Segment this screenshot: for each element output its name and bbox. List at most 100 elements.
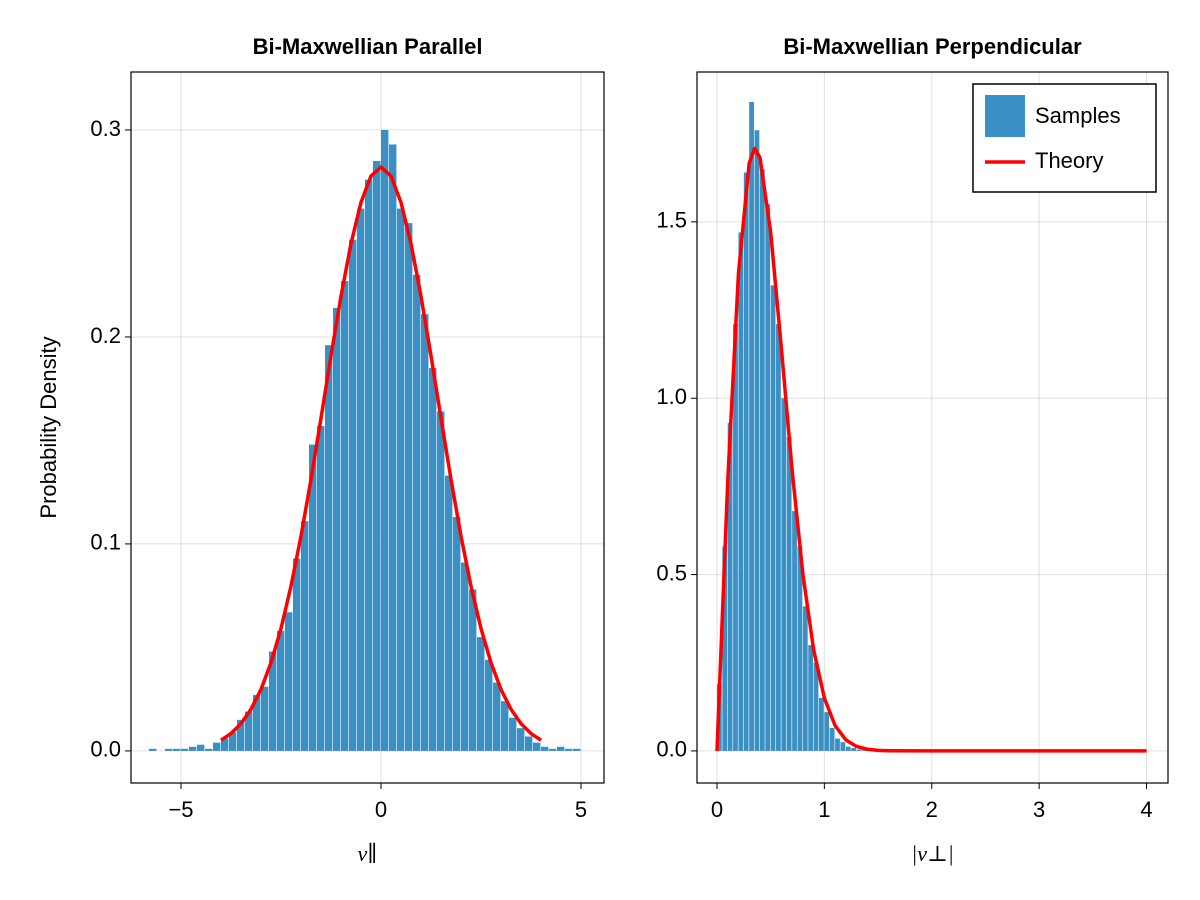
histogram-bar (469, 589, 477, 751)
histogram-bar (277, 630, 285, 751)
histogram-bar (856, 749, 862, 751)
x-axis-label: v∥ (358, 841, 378, 866)
histogram-bar (781, 398, 787, 751)
histogram-bar (453, 517, 461, 751)
histogram-bar (397, 208, 405, 751)
histogram-bar (557, 746, 565, 751)
histogram-bar (301, 521, 309, 751)
histogram-bar (445, 475, 453, 751)
histogram-bar (565, 748, 573, 751)
panel-title: Bi-Maxwellian Parallel (253, 34, 483, 59)
histogram-bar (389, 144, 397, 751)
histogram-bar (533, 742, 541, 751)
histogram-bar (261, 686, 269, 751)
x-tick-label: 1 (818, 797, 830, 822)
histogram-bar (573, 748, 581, 751)
histogram-bar (293, 558, 301, 751)
histogram-bar (759, 168, 765, 751)
histogram-bar (149, 748, 157, 751)
y-axis-label: Probability Density (36, 336, 61, 518)
histogram-bar (373, 161, 381, 751)
histogram-bar (229, 732, 237, 751)
histogram-bar (808, 645, 814, 751)
histogram-bar (770, 285, 776, 751)
legend-swatch (985, 95, 1025, 137)
histogram-bar (245, 711, 253, 751)
theory-line (715, 146, 1147, 753)
plot-frame (696, 71, 1169, 784)
histogram-bar (485, 659, 493, 751)
histogram-bar (333, 307, 341, 751)
histogram-bar (349, 239, 357, 751)
x-tick-label: 3 (1033, 797, 1045, 822)
x-tick-label: 0 (375, 797, 387, 822)
theory-line (220, 165, 542, 742)
histogram-bar (213, 742, 221, 751)
histogram-bar (501, 701, 509, 751)
histogram-bar (727, 422, 733, 751)
y-tick-label: 0.5 (656, 560, 687, 585)
histogram-bar (722, 546, 728, 751)
histogram-bar (840, 742, 846, 751)
histogram-bar (269, 651, 277, 751)
legend-label: Samples (1035, 103, 1121, 128)
histogram-bar (365, 179, 373, 751)
histogram-bar (824, 712, 830, 751)
histogram-bar (776, 324, 781, 751)
histogram-bar (743, 172, 749, 751)
histogram-bar (341, 281, 349, 751)
histogram-bar (325, 345, 333, 751)
panel-title: Bi-Maxwellian Perpendicular (783, 34, 1082, 59)
histogram-bar (421, 314, 429, 751)
histogram-bar (786, 437, 792, 751)
histogram-bar (792, 511, 797, 751)
y-tick-label: 0.3 (90, 116, 121, 141)
histogram-bar (525, 736, 533, 751)
histogram-bar (813, 662, 819, 751)
histogram-bar (754, 130, 760, 751)
histogram-bar (749, 101, 754, 751)
histogram-bar (549, 748, 557, 751)
histogram-bar (181, 748, 189, 751)
histogram-bar (818, 698, 824, 751)
histogram-bar (317, 425, 325, 751)
histogram-bar (237, 719, 245, 751)
x-tick-label: 5 (575, 797, 587, 822)
histogram-bar (173, 748, 181, 751)
y-tick-label: 1.0 (656, 384, 687, 409)
histogram-bar (797, 546, 803, 751)
histogram-bar (829, 727, 835, 751)
x-tick-label: 0 (711, 797, 723, 822)
legend-label: Theory (1035, 148, 1103, 173)
histogram-bar (733, 324, 738, 751)
plot-frame (130, 71, 605, 784)
histogram-bar (509, 717, 517, 751)
x-axis-label: |v⊥| (911, 841, 954, 866)
histogram-bar (357, 208, 365, 751)
histogram-bar (845, 746, 851, 751)
x-tick-label: 2 (926, 797, 938, 822)
histogram-bar (413, 274, 421, 751)
y-tick-label: 0.1 (90, 530, 121, 555)
histogram-bar (405, 223, 413, 751)
histogram-bar (381, 129, 389, 751)
histogram-bar (461, 562, 469, 751)
histogram-bar (197, 744, 205, 751)
y-tick-label: 0.0 (656, 737, 687, 762)
histogram-bar (253, 695, 261, 751)
histogram-bar (802, 606, 808, 751)
histogram-bar (517, 728, 525, 751)
y-tick-label: 1.5 (656, 208, 687, 233)
histogram-bar (429, 367, 437, 751)
histogram-bar (835, 738, 840, 751)
histogram-bar (493, 682, 501, 751)
histogram-bar (765, 204, 771, 751)
histogram-bar (861, 750, 867, 751)
histogram-bar (189, 746, 197, 751)
histogram-bar (437, 411, 445, 751)
histogram-bar (309, 444, 317, 751)
histogram-bar (285, 612, 293, 751)
histogram-bar (205, 748, 213, 751)
y-tick-label: 0.2 (90, 323, 121, 348)
